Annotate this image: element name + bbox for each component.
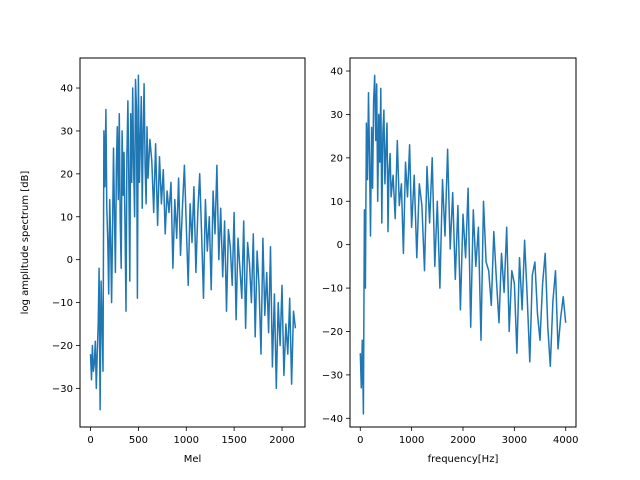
left-chart-x-axis-label: Mel — [184, 454, 202, 465]
right-chart-x-tick-label: 4000 — [553, 435, 578, 446]
left-chart-y-tick-label: 40 — [60, 84, 73, 95]
right-chart-plot-area — [359, 74, 567, 415]
left-chart-y-axis-label: log amplitude spectrum [dB] — [20, 171, 31, 315]
left-chart-y-tick-label: 0 — [67, 255, 73, 266]
left-chart-y-tick-label: 30 — [60, 126, 73, 137]
left-chart-y-tick-label: 10 — [60, 212, 73, 223]
left-chart-y-ticks: −30 −20 −10 0 10 20 30 40 — [52, 84, 80, 395]
right-chart-y-tick-label: 0 — [337, 240, 343, 251]
left-chart-plot-area — [89, 74, 297, 411]
right-chart-y-tick-label: 30 — [330, 110, 343, 121]
left-chart-x-tick-label: 1500 — [221, 435, 246, 446]
right-chart-y-tick-label: −10 — [322, 284, 343, 295]
right-chart-y-tick-label: −20 — [322, 327, 343, 338]
left-chart-y-tick-label: −20 — [52, 341, 73, 352]
right-chart-y-tick-label: −30 — [322, 370, 343, 381]
left-chart-y-tick-label: −10 — [52, 298, 73, 309]
left-chart-x-tick-label: 2000 — [269, 435, 294, 446]
right-chart-x-tick-label: 2000 — [450, 435, 475, 446]
right-chart-x-tick-label: 0 — [357, 435, 363, 446]
left-chart-x-ticks: 0 500 1000 1500 2000 — [87, 427, 295, 446]
right-chart-y-tick-label: 20 — [330, 153, 343, 164]
left-chart-y-tick-label: 20 — [60, 169, 73, 180]
right-chart-y-tick-label: −40 — [322, 414, 343, 425]
right-chart-x-tick-label: 3000 — [502, 435, 527, 446]
right-chart-x-ticks: 0 1000 2000 3000 4000 — [357, 427, 578, 446]
right-chart-y-ticks: −40 −30 −20 −10 0 10 20 30 40 — [322, 67, 350, 425]
left-chart-series-line-0 — [89, 74, 297, 411]
right-chart-x-tick-label: 1000 — [399, 435, 424, 446]
right-chart-x-axis-label: frequency[Hz] — [428, 454, 499, 465]
right-chart-panel: 0 1000 2000 3000 4000 −40−30−20−10010203040 … — [322, 57, 578, 465]
left-chart-x-tick-label: 0 — [87, 435, 93, 446]
right-chart-y-tick-label: 40 — [330, 67, 343, 78]
right-chart-series-line-0 — [359, 74, 567, 415]
left-chart-x-tick-label: 1000 — [174, 435, 199, 446]
left-chart-x-tick-label: 500 — [129, 435, 148, 446]
left-chart-y-tick-label: −30 — [52, 384, 73, 395]
left-chart-axes-frame — [79, 57, 306, 428]
right-chart-y-tick-label: 10 — [330, 197, 343, 208]
